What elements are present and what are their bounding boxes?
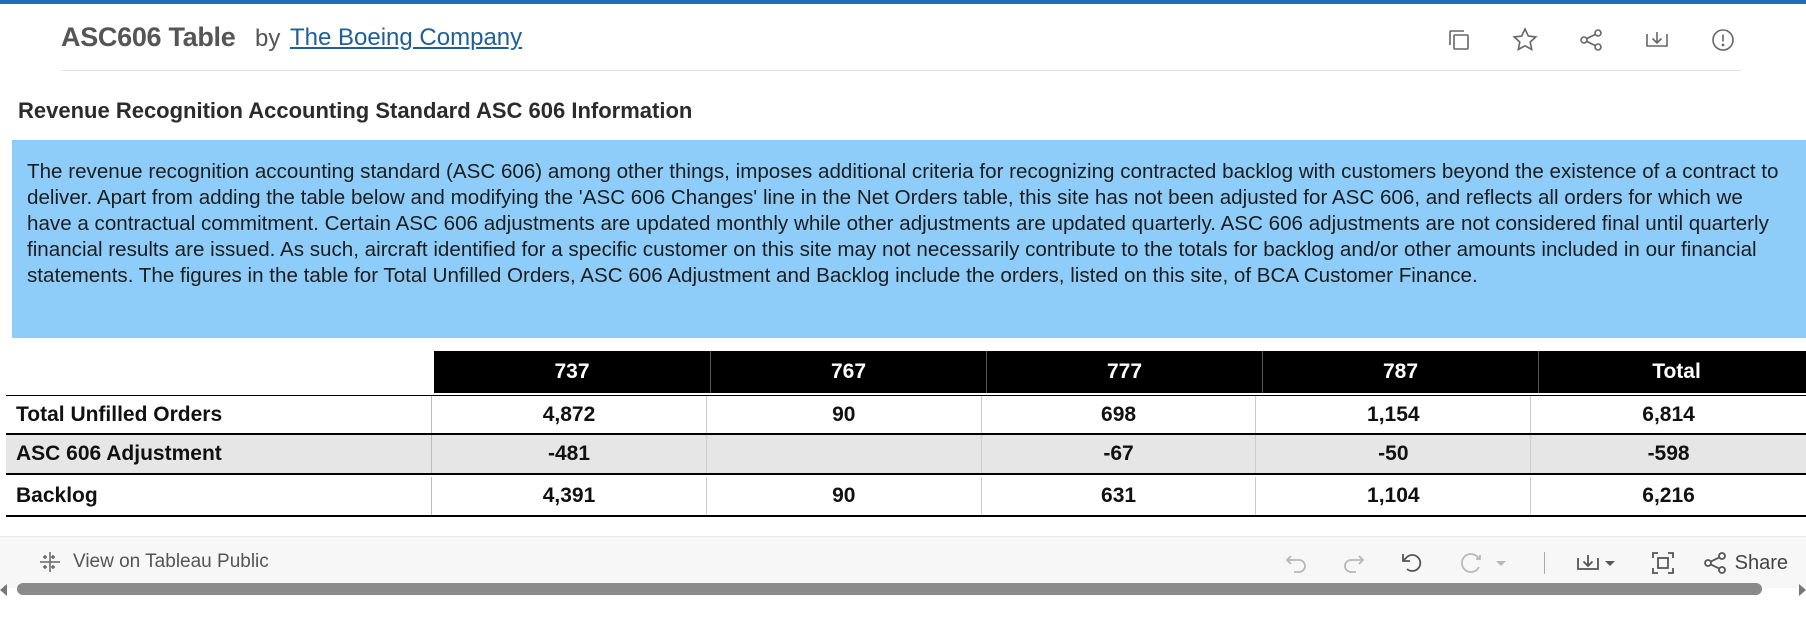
chevron-down-icon — [1604, 561, 1615, 566]
table-row: Total Unfilled Orders 4,872 90 698 1,154… — [6, 395, 1806, 435]
toolbar-actions: Share — [1282, 547, 1788, 579]
download-button[interactable] — [1575, 547, 1617, 579]
table-cell[interactable]: 90 — [707, 477, 982, 515]
header-actions — [1441, 22, 1741, 58]
redo-icon — [1343, 555, 1364, 573]
download-icon — [1576, 555, 1599, 570]
tableau-toolbar: View on Tableau Public Share — [0, 536, 1806, 588]
top-accent-bar — [0, 0, 1806, 4]
table-cell[interactable]: -67 — [982, 435, 1257, 473]
tableau-logo-icon — [40, 552, 60, 572]
column-header[interactable]: 737 — [434, 351, 710, 393]
info-icon[interactable] — [1705, 22, 1741, 58]
table-header: 737 767 777 787 Total — [434, 351, 1806, 393]
revert-icon — [1401, 554, 1421, 572]
view-on-tableau-label: View on Tableau Public — [73, 551, 269, 572]
refresh-icon — [1460, 553, 1481, 573]
viz-title: ASC606 Table — [61, 22, 236, 52]
column-header[interactable]: 767 — [710, 351, 986, 393]
toolbar-divider — [1543, 552, 1545, 574]
share-button[interactable]: Share — [1701, 547, 1788, 579]
column-header[interactable]: 787 — [1262, 351, 1538, 393]
row-label: ASC 606 Adjustment — [6, 435, 433, 473]
share-label: Share — [1734, 551, 1788, 574]
section-title: Revenue Recognition Accounting Standard … — [18, 98, 693, 123]
info-box: The revenue recognition accounting stand… — [12, 140, 1806, 338]
fullscreen-button[interactable] — [1649, 547, 1677, 579]
scroll-right-arrow[interactable] — [1799, 584, 1806, 596]
table-row: ASC 606 Adjustment -481 -67 -50 -598 — [6, 435, 1806, 475]
revert-button[interactable] — [1398, 547, 1426, 579]
viz-by-label: by — [255, 25, 281, 52]
download-icon[interactable] — [1639, 22, 1675, 58]
table-cell[interactable]: 90 — [707, 396, 982, 433]
table-cell[interactable]: 4,391 — [432, 477, 707, 515]
pause-updates-button[interactable] — [1456, 547, 1484, 579]
table-cell[interactable]: -50 — [1256, 435, 1532, 473]
row-label: Total Unfilled Orders — [6, 396, 433, 433]
undo-icon — [1285, 555, 1306, 573]
fullscreen-icon — [1651, 552, 1674, 574]
column-header[interactable]: 777 — [986, 351, 1262, 393]
table-cell[interactable]: 698 — [982, 396, 1257, 433]
table-cell[interactable]: 631 — [982, 477, 1257, 515]
share-icon — [1703, 552, 1726, 574]
table-cell[interactable]: -598 — [1647, 442, 1690, 465]
table-cell[interactable]: 4,872 — [432, 396, 707, 433]
column-header[interactable]: Total — [1538, 351, 1806, 393]
chevron-down-icon — [1495, 561, 1506, 566]
info-text: The revenue recognition accounting stand… — [27, 160, 1779, 287]
refresh-dropdown-button[interactable] — [1494, 547, 1508, 579]
viz-header: ASC606 Table by The Boeing Company — [61, 4, 1741, 71]
scroll-left-arrow[interactable] — [0, 584, 7, 596]
star-icon[interactable] — [1507, 22, 1543, 58]
undo-button[interactable] — [1282, 547, 1310, 579]
author-link[interactable]: The Boeing Company — [290, 24, 523, 51]
row-label: Backlog — [6, 477, 433, 515]
view-on-tableau-button[interactable]: View on Tableau Public — [37, 549, 269, 575]
table-cell[interactable]: 6,216 — [1642, 484, 1695, 507]
horizontal-scrollbar[interactable] — [0, 583, 1806, 596]
redo-button[interactable] — [1340, 547, 1368, 579]
table-cell[interactable]: 1,154 — [1256, 396, 1532, 433]
table-cell[interactable]: 6,814 — [1642, 402, 1695, 426]
scrollbar-thumb[interactable] — [17, 583, 1762, 595]
share-icon[interactable] — [1573, 22, 1609, 58]
table-row: Backlog 4,391 90 631 1,104 6,216 — [6, 477, 1806, 517]
table-cell[interactable] — [707, 435, 982, 473]
table-cell[interactable]: 1,104 — [1256, 477, 1532, 515]
copy-icon[interactable] — [1441, 22, 1477, 58]
table-cell[interactable]: -481 — [432, 435, 707, 473]
